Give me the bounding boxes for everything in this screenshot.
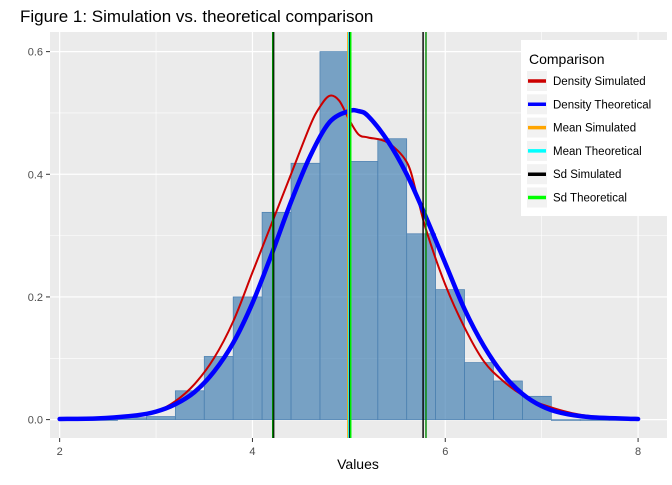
x-tick-label: 4 — [249, 446, 255, 458]
histogram-bar — [435, 289, 465, 420]
legend: Comparison Density Simulated Density Theo… — [521, 40, 667, 216]
histogram-bar — [319, 51, 350, 420]
reference-lines — [271, 32, 427, 438]
y-tick-label: 0.0 — [28, 415, 43, 427]
legend-label: Sd Simulated — [553, 169, 621, 181]
histogram-bar — [377, 138, 408, 420]
legend-entries: Density Simulated Density Theoretical Mean… — [527, 71, 651, 208]
histogram-bar — [493, 380, 523, 420]
y-tick-label: 0.4 — [28, 169, 43, 181]
x-axis-label: Values — [337, 456, 379, 472]
chart-title: Figure 1: Simulation vs. theoretical com… — [20, 7, 373, 26]
x-tick-label: 8 — [635, 446, 641, 458]
histogram-bar — [146, 416, 176, 420]
x-tick-label: 6 — [442, 446, 448, 458]
axes: 2 4 6 8 0.0 0.2 0.4 0.6 — [28, 47, 641, 458]
density-theoretical-line — [57, 107, 641, 422]
y-tick-label: 0.2 — [28, 292, 43, 304]
histogram-bar — [348, 161, 379, 420]
density-curves — [57, 94, 641, 422]
legend-label: Density Simulated — [553, 76, 646, 88]
legend-label: Density Theoretical — [553, 99, 651, 111]
legend-label: Sd Theoretical — [553, 193, 627, 205]
x-tick-label: 2 — [57, 446, 63, 458]
legend-title: Comparison — [529, 51, 604, 67]
legend-label: Mean Theoretical — [553, 146, 642, 158]
histogram-bar — [406, 233, 436, 420]
legend-label: Mean Simulated — [553, 123, 636, 135]
histogram-bar — [464, 362, 494, 420]
density-simulated-line — [58, 94, 640, 421]
y-tick-label: 0.6 — [28, 47, 43, 59]
histogram-bar — [290, 162, 321, 420]
histogram-bar — [550, 419, 581, 421]
